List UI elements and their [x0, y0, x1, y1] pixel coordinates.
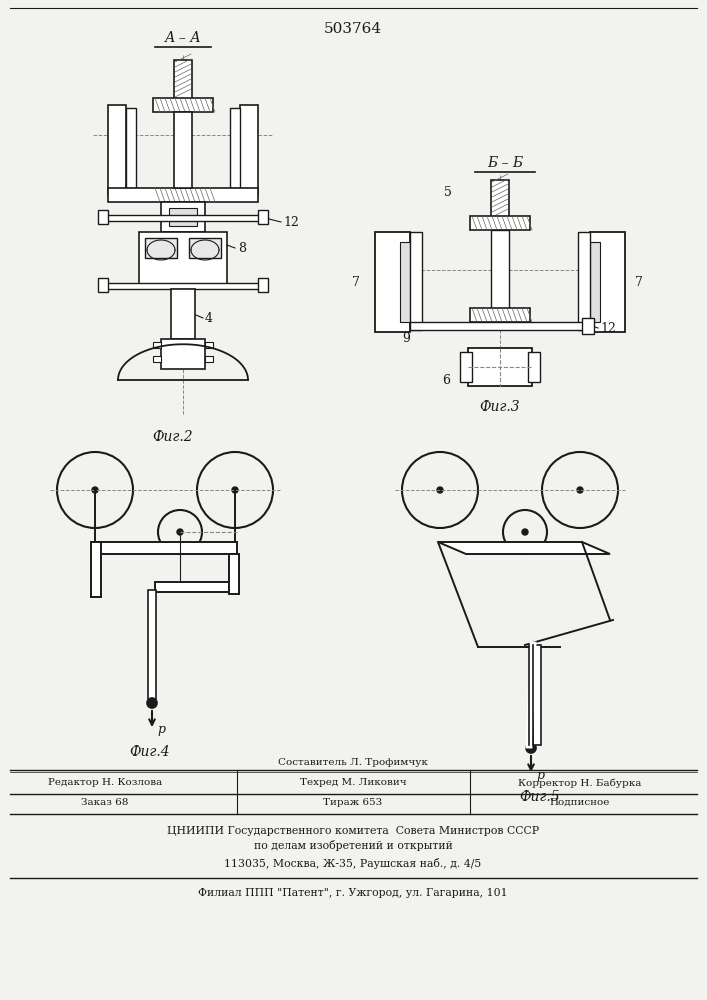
Bar [139, 232, 227, 287]
Bar [470, 216, 530, 230]
Bar [91, 542, 101, 597]
Text: р: р [536, 768, 544, 782]
Circle shape [232, 487, 238, 493]
Text: Подписное: Подписное [550, 798, 610, 807]
Bar [169, 208, 197, 226]
Text: 8: 8 [238, 241, 246, 254]
Bar [103, 283, 263, 289]
Bar [174, 112, 192, 188]
Bar [103, 215, 263, 221]
Bar [590, 242, 600, 322]
Bar [410, 232, 422, 330]
Text: ЦНИИПИ Государственного комитета  Совета Министров СССР: ЦНИИПИ Государственного комитета Совета … [167, 826, 539, 836]
Circle shape [177, 529, 183, 535]
Bar [155, 582, 237, 592]
Bar [491, 230, 509, 310]
Circle shape [437, 487, 443, 493]
Text: Фиг.5: Фиг.5 [520, 790, 561, 804]
Circle shape [522, 529, 528, 535]
Text: 6: 6 [442, 373, 450, 386]
Circle shape [92, 487, 98, 493]
Bar [582, 318, 594, 334]
Text: 113035, Москва, Ж-35, Раушская наб., д. 4/5: 113035, Москва, Ж-35, Раушская наб., д. … [224, 858, 481, 869]
Text: Филиал ППП "Патент", г. Ужгород, ул. Гагарина, 101: Филиал ППП "Патент", г. Ужгород, ул. Гаг… [198, 888, 508, 898]
Circle shape [526, 743, 536, 753]
Bar [171, 289, 195, 339]
Text: 12: 12 [600, 322, 616, 334]
Text: Фиг.3: Фиг.3 [479, 400, 520, 414]
Polygon shape [438, 542, 610, 554]
Text: 12: 12 [283, 216, 299, 229]
Bar [148, 590, 156, 700]
Circle shape [577, 487, 583, 493]
Bar [161, 339, 205, 369]
Bar [410, 322, 590, 330]
Text: Техред М. Ликович: Техред М. Ликович [300, 778, 407, 787]
Text: Редактор Н. Козлова: Редактор Н. Козлова [48, 778, 162, 787]
Bar [258, 210, 268, 224]
Bar [153, 342, 161, 348]
Bar [98, 210, 108, 224]
Text: по делам изобретений и открытий: по делам изобретений и открытий [254, 840, 452, 851]
Bar [528, 352, 540, 382]
Text: 4: 4 [205, 312, 213, 324]
Bar [491, 180, 509, 218]
Circle shape [147, 698, 157, 708]
Bar [470, 308, 530, 322]
Text: 9: 9 [402, 332, 410, 344]
Bar [460, 352, 472, 382]
Bar [590, 232, 625, 332]
Text: Составитель Л. Трофимчук: Составитель Л. Трофимчук [278, 758, 428, 767]
Text: Фиг.4: Фиг.4 [129, 745, 170, 759]
Text: А – А: А – А [165, 31, 201, 45]
Bar [174, 60, 192, 100]
Text: Б – Б: Б – Б [487, 156, 523, 170]
Bar [205, 356, 213, 362]
Bar [258, 278, 268, 292]
Text: 7: 7 [635, 275, 643, 288]
Bar [375, 232, 410, 332]
Text: 5: 5 [444, 186, 452, 198]
Bar [533, 645, 541, 745]
Bar [145, 238, 177, 258]
Text: Фиг.2: Фиг.2 [153, 430, 193, 444]
Text: 503764: 503764 [324, 22, 382, 36]
Bar [161, 202, 205, 232]
Bar [93, 542, 237, 554]
Text: р: р [157, 724, 165, 736]
Bar [108, 105, 126, 195]
Bar [468, 348, 532, 386]
Bar [230, 108, 240, 188]
Bar [153, 356, 161, 362]
Bar [98, 278, 108, 292]
Bar [229, 554, 239, 594]
Bar [578, 232, 590, 330]
Bar [189, 238, 221, 258]
Bar [240, 105, 258, 195]
Text: Тираж 653: Тираж 653 [323, 798, 382, 807]
Bar [126, 108, 136, 188]
Text: Заказ 68: Заказ 68 [81, 798, 129, 807]
Text: 7: 7 [352, 275, 360, 288]
Text: Корректор Н. Бабурка: Корректор Н. Бабурка [518, 778, 642, 788]
Bar [205, 342, 213, 348]
Bar [400, 242, 410, 322]
Bar [153, 98, 213, 112]
Bar [108, 188, 258, 202]
